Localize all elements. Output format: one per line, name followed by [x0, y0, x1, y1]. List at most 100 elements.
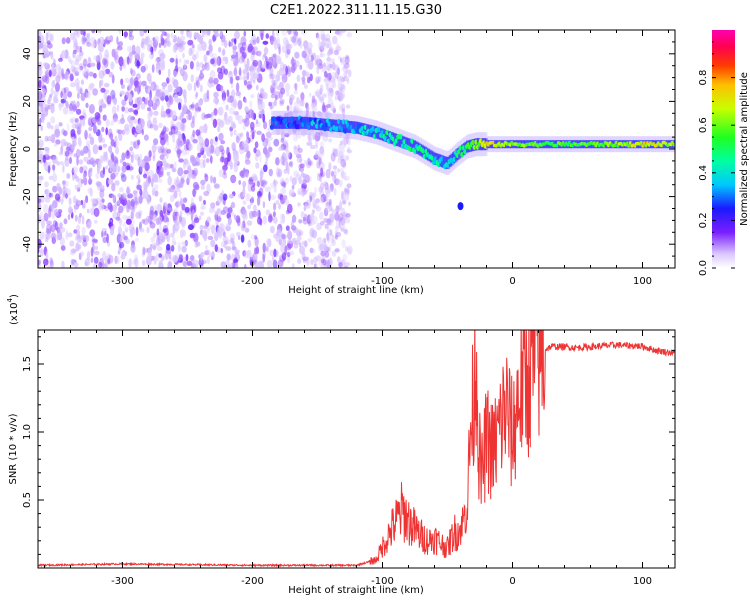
spectrogram-x-tick-label: -300: [111, 276, 134, 287]
snr-scale-note: (x104): [6, 294, 20, 325]
noise-speck: [137, 178, 141, 184]
noise-speck: [156, 203, 163, 214]
noise-speck: [296, 97, 300, 104]
noise-speck: [69, 156, 72, 165]
noise-speck: [323, 245, 328, 252]
noise-speck: [72, 166, 78, 174]
noise-speck: [86, 222, 92, 229]
noise-speck: [188, 110, 193, 121]
noise-speck: [283, 112, 289, 118]
noise-speck: [70, 65, 77, 73]
noise-speck: [238, 76, 244, 81]
noise-speck: [113, 204, 118, 209]
noise-speck: [325, 193, 328, 202]
noise-speck: [155, 100, 159, 109]
noise-speck: [197, 142, 203, 153]
noise-speck: [296, 107, 303, 114]
noise-speck: [110, 61, 115, 70]
noise-speck: [316, 161, 321, 169]
noise-speck: [324, 202, 331, 209]
noise-speck: [49, 33, 54, 41]
noise-speck: [81, 35, 86, 45]
noise-speck: [274, 94, 278, 101]
noise-speck: [221, 56, 227, 65]
noise-speck: [89, 82, 95, 88]
noise-speck: [299, 163, 305, 169]
noise-speck: [180, 30, 184, 35]
noise-speck: [169, 187, 175, 193]
noise-speck: [76, 224, 81, 231]
noise-speck: [218, 132, 224, 142]
noise-speck: [318, 40, 321, 50]
noise-speck: [152, 150, 156, 159]
noise-speck: [79, 212, 82, 218]
noise-speck: [120, 172, 125, 179]
noise-speck: [308, 47, 313, 58]
spectrogram-y-tick-label: -20: [22, 188, 33, 204]
noise-speck: [269, 213, 273, 219]
noise-speck: [46, 161, 50, 166]
noise-speck: [147, 88, 150, 94]
noise-speck: [240, 234, 245, 243]
noise-speck: [51, 205, 55, 212]
noise-speck: [335, 205, 340, 214]
noise-speck: [49, 257, 53, 265]
noise-speck: [140, 52, 145, 59]
noise-speck: [121, 192, 127, 200]
noise-speck: [154, 190, 159, 197]
noise-speck: [226, 253, 231, 261]
noise-speck: [281, 233, 286, 240]
noise-speck: [280, 137, 285, 143]
noise-speck: [253, 72, 259, 80]
noise-speck: [235, 75, 240, 81]
noise-speck: [273, 99, 277, 107]
noise-speck: [55, 82, 60, 92]
noise-speck: [333, 170, 337, 177]
noise-speck: [47, 42, 53, 49]
signal-band: [442, 155, 446, 168]
noise-speck: [329, 256, 333, 266]
noise-speck: [249, 100, 253, 109]
noise-speck: [232, 176, 236, 181]
noise-speck: [311, 229, 318, 239]
noise-speck: [272, 56, 276, 65]
noise-speck: [201, 229, 208, 239]
noise-speck: [65, 146, 71, 152]
signal-band: [271, 116, 274, 129]
noise-speck: [229, 131, 234, 137]
noise-speck: [38, 198, 42, 203]
noise-speck: [91, 30, 96, 34]
noise-speck: [136, 59, 140, 69]
noise-speck: [117, 193, 122, 198]
noise-speck: [161, 105, 164, 115]
noise-speck: [337, 168, 341, 173]
noise-speck: [328, 161, 332, 171]
noise-speck: [136, 184, 142, 190]
noise-speck: [334, 147, 341, 158]
noise-speck: [170, 32, 174, 39]
noise-speck: [262, 141, 267, 147]
noise-speck: [38, 259, 41, 266]
noise-speck: [338, 153, 344, 162]
noise-speck: [141, 259, 146, 267]
noise-speck: [251, 51, 256, 56]
noise-speck: [51, 164, 56, 171]
noise-speck: [298, 219, 303, 224]
noise-speck: [322, 180, 328, 186]
noise-speck: [324, 111, 329, 118]
noise-speck: [105, 68, 111, 75]
noise-speck: [295, 133, 302, 139]
noise-speck: [72, 51, 76, 59]
noise-speck: [213, 91, 219, 99]
noise-speck: [340, 168, 344, 174]
noise-speck: [50, 51, 54, 60]
noise-speck: [195, 241, 201, 247]
noise-speck: [72, 34, 78, 45]
noise-speck: [43, 62, 48, 67]
noise-speck: [291, 263, 295, 268]
noise-speck: [259, 154, 262, 163]
noise-speck: [158, 42, 162, 48]
noise-speck: [78, 177, 83, 188]
noise-speck: [98, 70, 105, 79]
noise-speck: [126, 45, 132, 53]
